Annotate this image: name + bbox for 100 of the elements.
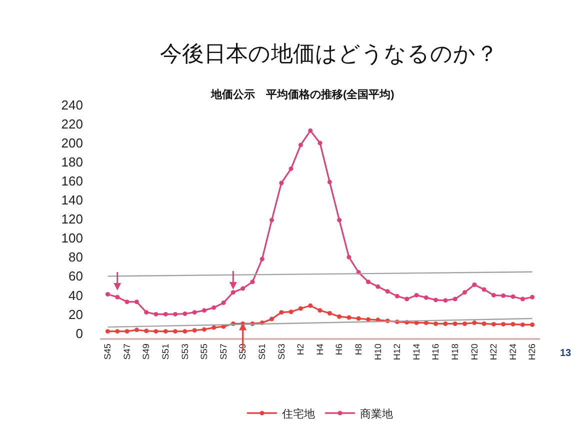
point <box>298 306 303 311</box>
point <box>318 140 322 146</box>
point <box>192 328 197 333</box>
y-tick-label: 0 <box>76 326 83 341</box>
point <box>182 329 188 334</box>
x-tick-label: H6 <box>334 344 344 356</box>
point <box>279 310 284 315</box>
point <box>472 282 477 287</box>
point <box>308 128 313 133</box>
point <box>501 293 506 298</box>
point <box>462 321 467 326</box>
point <box>356 316 361 321</box>
point <box>346 315 352 320</box>
y-tick-label: 40 <box>68 288 83 303</box>
point <box>520 322 525 327</box>
point <box>452 296 458 302</box>
y-tick-label: 80 <box>68 250 83 265</box>
x-tick-label: H2 <box>296 344 306 356</box>
point <box>134 328 139 332</box>
point <box>482 321 486 326</box>
point <box>520 296 525 302</box>
point <box>288 166 294 171</box>
y-tick-label: 120 <box>61 212 83 227</box>
y-tick-label: 160 <box>61 174 83 189</box>
x-tick-label: S45 <box>102 344 113 360</box>
point <box>105 329 110 334</box>
y-tick-label: 100 <box>61 230 83 246</box>
x-tick-label: H22 <box>488 344 499 360</box>
x-tick-label: H18 <box>450 344 460 360</box>
point <box>115 294 120 300</box>
point <box>327 180 332 184</box>
x-tick-label: H24 <box>508 344 518 360</box>
x-tick-label: H14 <box>411 344 422 360</box>
point <box>288 310 294 314</box>
point <box>414 292 419 298</box>
point <box>173 329 178 334</box>
point <box>318 308 322 313</box>
point <box>394 294 400 298</box>
point <box>134 300 139 304</box>
chart-subtitle: 地価公示 平均価格の推移(全国平均) <box>210 88 395 101</box>
point <box>163 312 168 316</box>
point <box>327 311 332 316</box>
point <box>376 284 380 289</box>
point <box>173 312 178 316</box>
y-tick-label: 180 <box>61 154 83 170</box>
x-tick-label: H12 <box>392 344 402 360</box>
x-tick-label: S49 <box>141 344 152 360</box>
point <box>115 329 120 334</box>
point <box>424 320 428 326</box>
point <box>501 322 506 326</box>
point <box>240 286 246 291</box>
point <box>212 305 216 310</box>
point <box>192 310 197 315</box>
point <box>308 303 313 308</box>
point <box>491 292 496 298</box>
point <box>163 329 168 334</box>
point <box>250 280 255 284</box>
point <box>202 327 206 332</box>
x-tick-label: S53 <box>180 344 190 360</box>
point <box>230 290 236 295</box>
point <box>491 322 496 326</box>
point <box>424 295 428 300</box>
point <box>260 256 264 262</box>
y-tick-label: 140 <box>61 192 83 208</box>
point <box>182 312 188 316</box>
point <box>346 254 352 260</box>
x-tick-label: H20 <box>469 344 480 360</box>
x-tick-label: H10 <box>372 344 383 360</box>
point <box>530 294 535 300</box>
point <box>154 312 158 316</box>
point <box>105 292 110 296</box>
point <box>212 325 216 330</box>
y-tick-label: 60 <box>68 268 83 284</box>
point <box>270 218 274 222</box>
x-tick-label: S61 <box>257 344 268 360</box>
x-tick-label: H4 <box>314 344 325 356</box>
point <box>144 310 149 315</box>
point <box>221 300 226 306</box>
point <box>472 320 477 326</box>
point <box>270 316 274 322</box>
text: 13 <box>560 348 572 359</box>
x-tick-label: S51 <box>160 344 171 360</box>
point <box>462 290 467 295</box>
x-tick-label: S55 <box>199 344 210 360</box>
chart-title: 今後日本の地価はどうなるのか？ <box>160 41 498 66</box>
point <box>298 142 303 148</box>
x-tick-label: S47 <box>122 344 132 360</box>
point <box>530 322 535 327</box>
point <box>385 289 390 294</box>
point <box>404 296 410 302</box>
point <box>482 287 486 292</box>
point <box>452 321 458 326</box>
x-tick-label: S57 <box>218 344 228 360</box>
point <box>337 314 342 319</box>
point <box>279 180 284 186</box>
y-tick-label: 220 <box>61 116 83 132</box>
y-tick-label: 200 <box>61 136 83 151</box>
point <box>510 322 516 326</box>
x-tick-label: H16 <box>430 344 441 360</box>
point <box>510 294 516 299</box>
